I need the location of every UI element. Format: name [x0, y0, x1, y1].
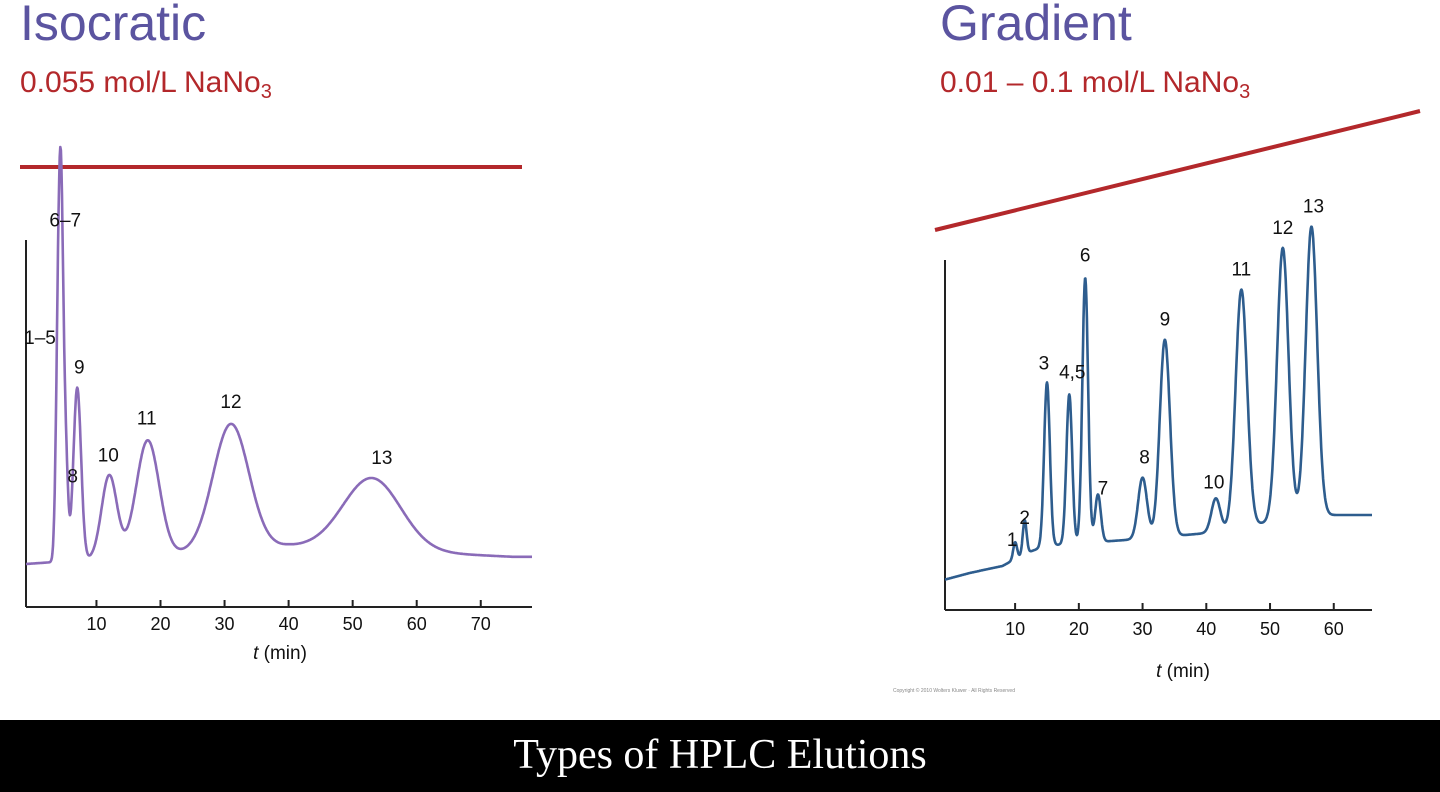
- isocratic-peak-label: 10: [98, 445, 119, 466]
- isocratic-peak-label: 8: [67, 466, 78, 487]
- isocratic-x-tick-label: 70: [471, 614, 491, 634]
- caption-bar: Types of HPLC Elutions: [0, 720, 1440, 792]
- isocratic-x-axis-label: t (min): [253, 643, 307, 664]
- gradient-peak-label: 3: [1039, 353, 1050, 374]
- gradient-title: Gradient: [940, 0, 1132, 48]
- isocratic-chromatogram-trace: [25, 145, 533, 566]
- gradient-peak-label: 1: [1007, 530, 1018, 551]
- gradient-peak-label: 9: [1160, 310, 1171, 331]
- gradient-peak-label: 11: [1231, 260, 1251, 281]
- gradient-x-tick-label: 20: [1069, 619, 1089, 639]
- isocratic-concentration-subscript: 3: [260, 81, 272, 103]
- isocratic-title-text: Isocratic: [20, 0, 207, 51]
- gradient-peak-label: 4,5: [1059, 362, 1085, 383]
- gradient-peak-label: 7: [1098, 478, 1109, 499]
- isocratic-peak-label: 12: [220, 392, 241, 413]
- copyright-notice: Copyright © 2010 Wolters Kluwer · All Ri…: [893, 688, 1015, 694]
- isocratic-peak-label: 11: [137, 408, 157, 429]
- gradient-peak-label: 10: [1203, 472, 1224, 493]
- isocratic-concentration-text: 0.055 mol/L NaNo: [20, 66, 261, 99]
- gradient-x-tick-label: 50: [1260, 619, 1280, 639]
- gradient-x-tick-label: 60: [1324, 619, 1344, 639]
- gradient-composition-line: [934, 109, 1421, 232]
- gradient-peak-label: 12: [1272, 218, 1293, 239]
- gradient-peak-label: 13: [1303, 196, 1324, 217]
- gradient-x-tick-label: 10: [1005, 619, 1025, 639]
- isocratic-peak-label: 1–5: [24, 328, 56, 349]
- gradient-chromatogram-trace: [944, 225, 1373, 581]
- slide-caption: Types of HPLC Elutions: [513, 732, 927, 778]
- isocratic-x-tick-label: 40: [279, 614, 299, 634]
- isocratic-x-tick-label: 20: [150, 614, 170, 634]
- gradient-x-tick-label: 30: [1133, 619, 1153, 639]
- isocratic-x-tick-label: 50: [343, 614, 363, 634]
- gradient-x-axis-label: t (min): [1156, 661, 1210, 682]
- isocratic-peak-label: 13: [371, 448, 392, 469]
- isocratic-title: Isocratic: [20, 0, 206, 48]
- gradient-peak-label: 6: [1080, 246, 1091, 267]
- isocratic-x-tick-label: 60: [407, 614, 427, 634]
- gradient-concentration-subscript: 3: [1239, 81, 1251, 103]
- gradient-x-tick-label: 40: [1196, 619, 1216, 639]
- gradient-concentration-text: 0.01 – 0.1 mol/L NaNo: [940, 66, 1240, 99]
- isocratic-peak-label: 9: [74, 358, 85, 379]
- isocratic-x-tick-label: 30: [215, 614, 235, 634]
- isocratic-concentration: 0.055 mol/L NaNo3: [20, 66, 272, 103]
- gradient-title-text: Gradient: [940, 0, 1132, 51]
- isocratic-x-tick-label: 10: [86, 614, 106, 634]
- gradient-peak-label: 8: [1139, 448, 1150, 469]
- gradient-concentration: 0.01 – 0.1 mol/L NaNo3: [940, 66, 1250, 103]
- gradient-peak-label: 2: [1019, 508, 1030, 529]
- isocratic-peak-label: 6–7: [49, 211, 81, 232]
